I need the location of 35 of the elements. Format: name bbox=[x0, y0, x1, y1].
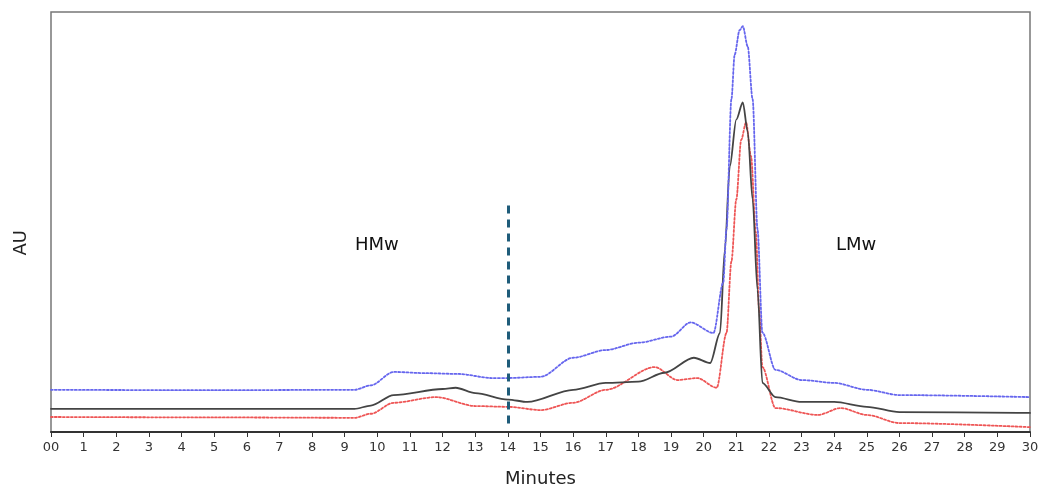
x-tick-label: 28 bbox=[956, 439, 974, 454]
x-tick-label: 15 bbox=[532, 439, 549, 454]
x-tick-label: 12 bbox=[434, 439, 451, 454]
x-tick-label: 21 bbox=[728, 439, 745, 454]
x-tick-label: 9 bbox=[340, 439, 349, 454]
x-tick-label: 23 bbox=[793, 439, 810, 454]
x-tick-label: 29 bbox=[989, 439, 1006, 454]
x-tick-label: 10 bbox=[369, 439, 386, 454]
x-tick-label: 13 bbox=[466, 439, 484, 454]
x-tick-label: 16 bbox=[564, 439, 582, 454]
x-tick-label: 22 bbox=[760, 439, 778, 454]
x-tick-label: 26 bbox=[891, 439, 908, 454]
x-tick-label: 14 bbox=[499, 439, 517, 454]
x-tick-label: 3 bbox=[144, 439, 154, 454]
x-tick-label: 11 bbox=[401, 439, 419, 454]
x-tick-label: 30 bbox=[1021, 439, 1039, 454]
x-tick-label: 24 bbox=[825, 439, 843, 454]
x-tick-label: 5 bbox=[210, 439, 219, 454]
x-tick-label: 18 bbox=[630, 439, 647, 454]
x-tick-label: 8 bbox=[307, 439, 317, 454]
x-tick-label: 27 bbox=[923, 439, 941, 454]
x-tick-label: 20 bbox=[695, 439, 712, 454]
x-tick-label: 19 bbox=[662, 439, 680, 454]
x-tick-label: 6 bbox=[242, 439, 251, 454]
x-tick-label: 2 bbox=[112, 439, 121, 454]
y-axis-title: AU bbox=[8, 229, 30, 256]
x-tick-label: 25 bbox=[858, 439, 876, 454]
x-axis-title: Minutes bbox=[505, 466, 576, 488]
annotation: LMw bbox=[836, 232, 877, 254]
x-tick-label: 4 bbox=[177, 439, 186, 454]
x-tick-label: 00 bbox=[42, 439, 60, 454]
x-tick-label: 7 bbox=[275, 439, 284, 454]
annotation: HMw bbox=[355, 232, 399, 254]
x-tick-label: 17 bbox=[597, 439, 615, 454]
x-tick-label: 1 bbox=[79, 439, 88, 454]
